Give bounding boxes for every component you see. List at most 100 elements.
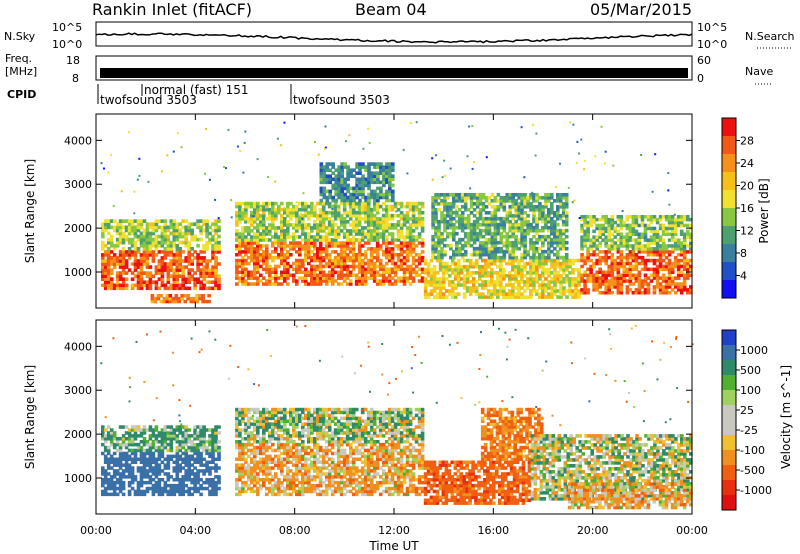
heatmap-cell <box>580 253 584 257</box>
heatmap-cell <box>109 262 114 266</box>
heatmap-cell <box>183 299 187 304</box>
heatmap-cell <box>676 244 681 248</box>
heatmap-cell <box>429 271 434 275</box>
heatmap-cell <box>354 276 359 280</box>
heatmap-cell <box>399 258 404 263</box>
heatmap-cell <box>682 253 687 257</box>
heatmap-cell <box>354 229 359 233</box>
heatmap-cell <box>190 434 194 438</box>
heatmap-cell <box>487 289 491 293</box>
heatmap-cell <box>127 457 132 461</box>
heatmap-cell <box>574 295 578 299</box>
heatmap-cell <box>342 261 347 266</box>
heatmap-cell <box>280 276 284 280</box>
heatmap-cell <box>631 226 636 231</box>
heatmap-cell <box>637 247 642 251</box>
heatmap-cell <box>204 172 206 175</box>
heatmap-cell <box>199 486 203 491</box>
heatmap-cell <box>109 475 114 479</box>
heatmap-cell <box>351 207 356 212</box>
heatmap-cell <box>520 255 524 260</box>
heatmap-cell <box>169 225 174 230</box>
heatmap-cell <box>121 437 126 441</box>
heatmap-cell <box>205 274 209 278</box>
heatmap-cell <box>336 282 341 286</box>
heatmap-cell <box>529 283 533 287</box>
heatmap-cell <box>211 434 215 438</box>
heatmap-cell <box>610 270 615 274</box>
heatmap-cell <box>175 277 180 281</box>
heatmap-cell <box>304 267 308 272</box>
heatmap-cell <box>145 259 150 263</box>
heatmap-cell <box>411 217 414 220</box>
heatmap-cell <box>508 225 512 230</box>
heatmap-cell <box>652 226 657 231</box>
heatmap-cell <box>523 261 527 266</box>
heatmap-cell <box>286 223 290 227</box>
heatmap-cell <box>271 201 275 206</box>
heatmap-cell <box>324 238 329 242</box>
heatmap-cell <box>487 252 492 257</box>
heatmap-cell <box>490 268 494 272</box>
heatmap-cell <box>670 226 675 231</box>
heatmap-cell <box>253 258 257 263</box>
heatmap-cell <box>118 442 123 447</box>
heatmap-cell <box>577 289 581 293</box>
heatmap-cell <box>316 276 320 280</box>
heatmap-cell <box>625 232 630 236</box>
heatmap-cell <box>469 231 474 236</box>
heatmap-cell <box>625 267 630 272</box>
heatmap-cell <box>169 240 174 245</box>
heatmap-cell <box>214 283 218 288</box>
heatmap-cell <box>121 492 126 497</box>
heatmap-cell <box>363 232 368 236</box>
heatmap-cell <box>373 189 377 194</box>
heatmap-cell <box>256 261 260 266</box>
heatmap-cell <box>460 219 465 224</box>
heatmap-cell <box>256 282 260 286</box>
heatmap-cell <box>348 250 353 254</box>
data-band <box>580 215 693 251</box>
heatmap-cell <box>616 273 621 277</box>
heatmap-cell <box>502 222 507 227</box>
heatmap-cell <box>619 244 624 248</box>
heatmap-cell <box>202 286 206 291</box>
heatmap-cell <box>369 276 374 280</box>
heatmap-cell <box>535 193 539 197</box>
heatmap-cell <box>402 213 407 218</box>
heatmap-cell <box>550 261 554 266</box>
heatmap-cell <box>411 267 416 272</box>
heatmap-cell <box>165 294 170 298</box>
heatmap-cell <box>361 162 365 166</box>
heatmap-cell <box>399 241 404 245</box>
heatmap-cell <box>408 232 413 236</box>
heatmap-cell <box>238 241 242 245</box>
heatmap-cell <box>628 264 633 269</box>
heatmap-cell <box>372 264 377 269</box>
heatmap-cell <box>399 264 404 269</box>
heatmap-cell <box>385 192 389 197</box>
heatmap-cell <box>169 489 174 494</box>
heatmap-cell <box>118 250 123 254</box>
heatmap-cell <box>452 196 456 200</box>
heatmap-cell <box>574 258 578 263</box>
heatmap-cell <box>318 220 323 224</box>
heatmap-cell <box>154 271 159 275</box>
heatmap-cell <box>496 208 501 212</box>
heatmap-cell <box>417 223 422 227</box>
heatmap-cell <box>124 277 129 281</box>
heatmap-cell <box>414 226 419 230</box>
heatmap-cell <box>148 478 153 482</box>
heatmap-cell <box>345 258 350 263</box>
heatmap-cell <box>449 211 453 215</box>
heatmap-cell <box>553 277 557 281</box>
heatmap-cell <box>321 217 326 221</box>
heatmap-cell <box>375 207 380 212</box>
heatmap-cell <box>118 445 123 450</box>
heatmap-cell <box>124 460 129 464</box>
heatmap-cell <box>381 220 386 224</box>
heatmap-cell <box>604 229 608 234</box>
heatmap-cell <box>388 168 392 172</box>
heatmap-cell <box>256 201 260 206</box>
heatmap-cell <box>610 267 615 272</box>
